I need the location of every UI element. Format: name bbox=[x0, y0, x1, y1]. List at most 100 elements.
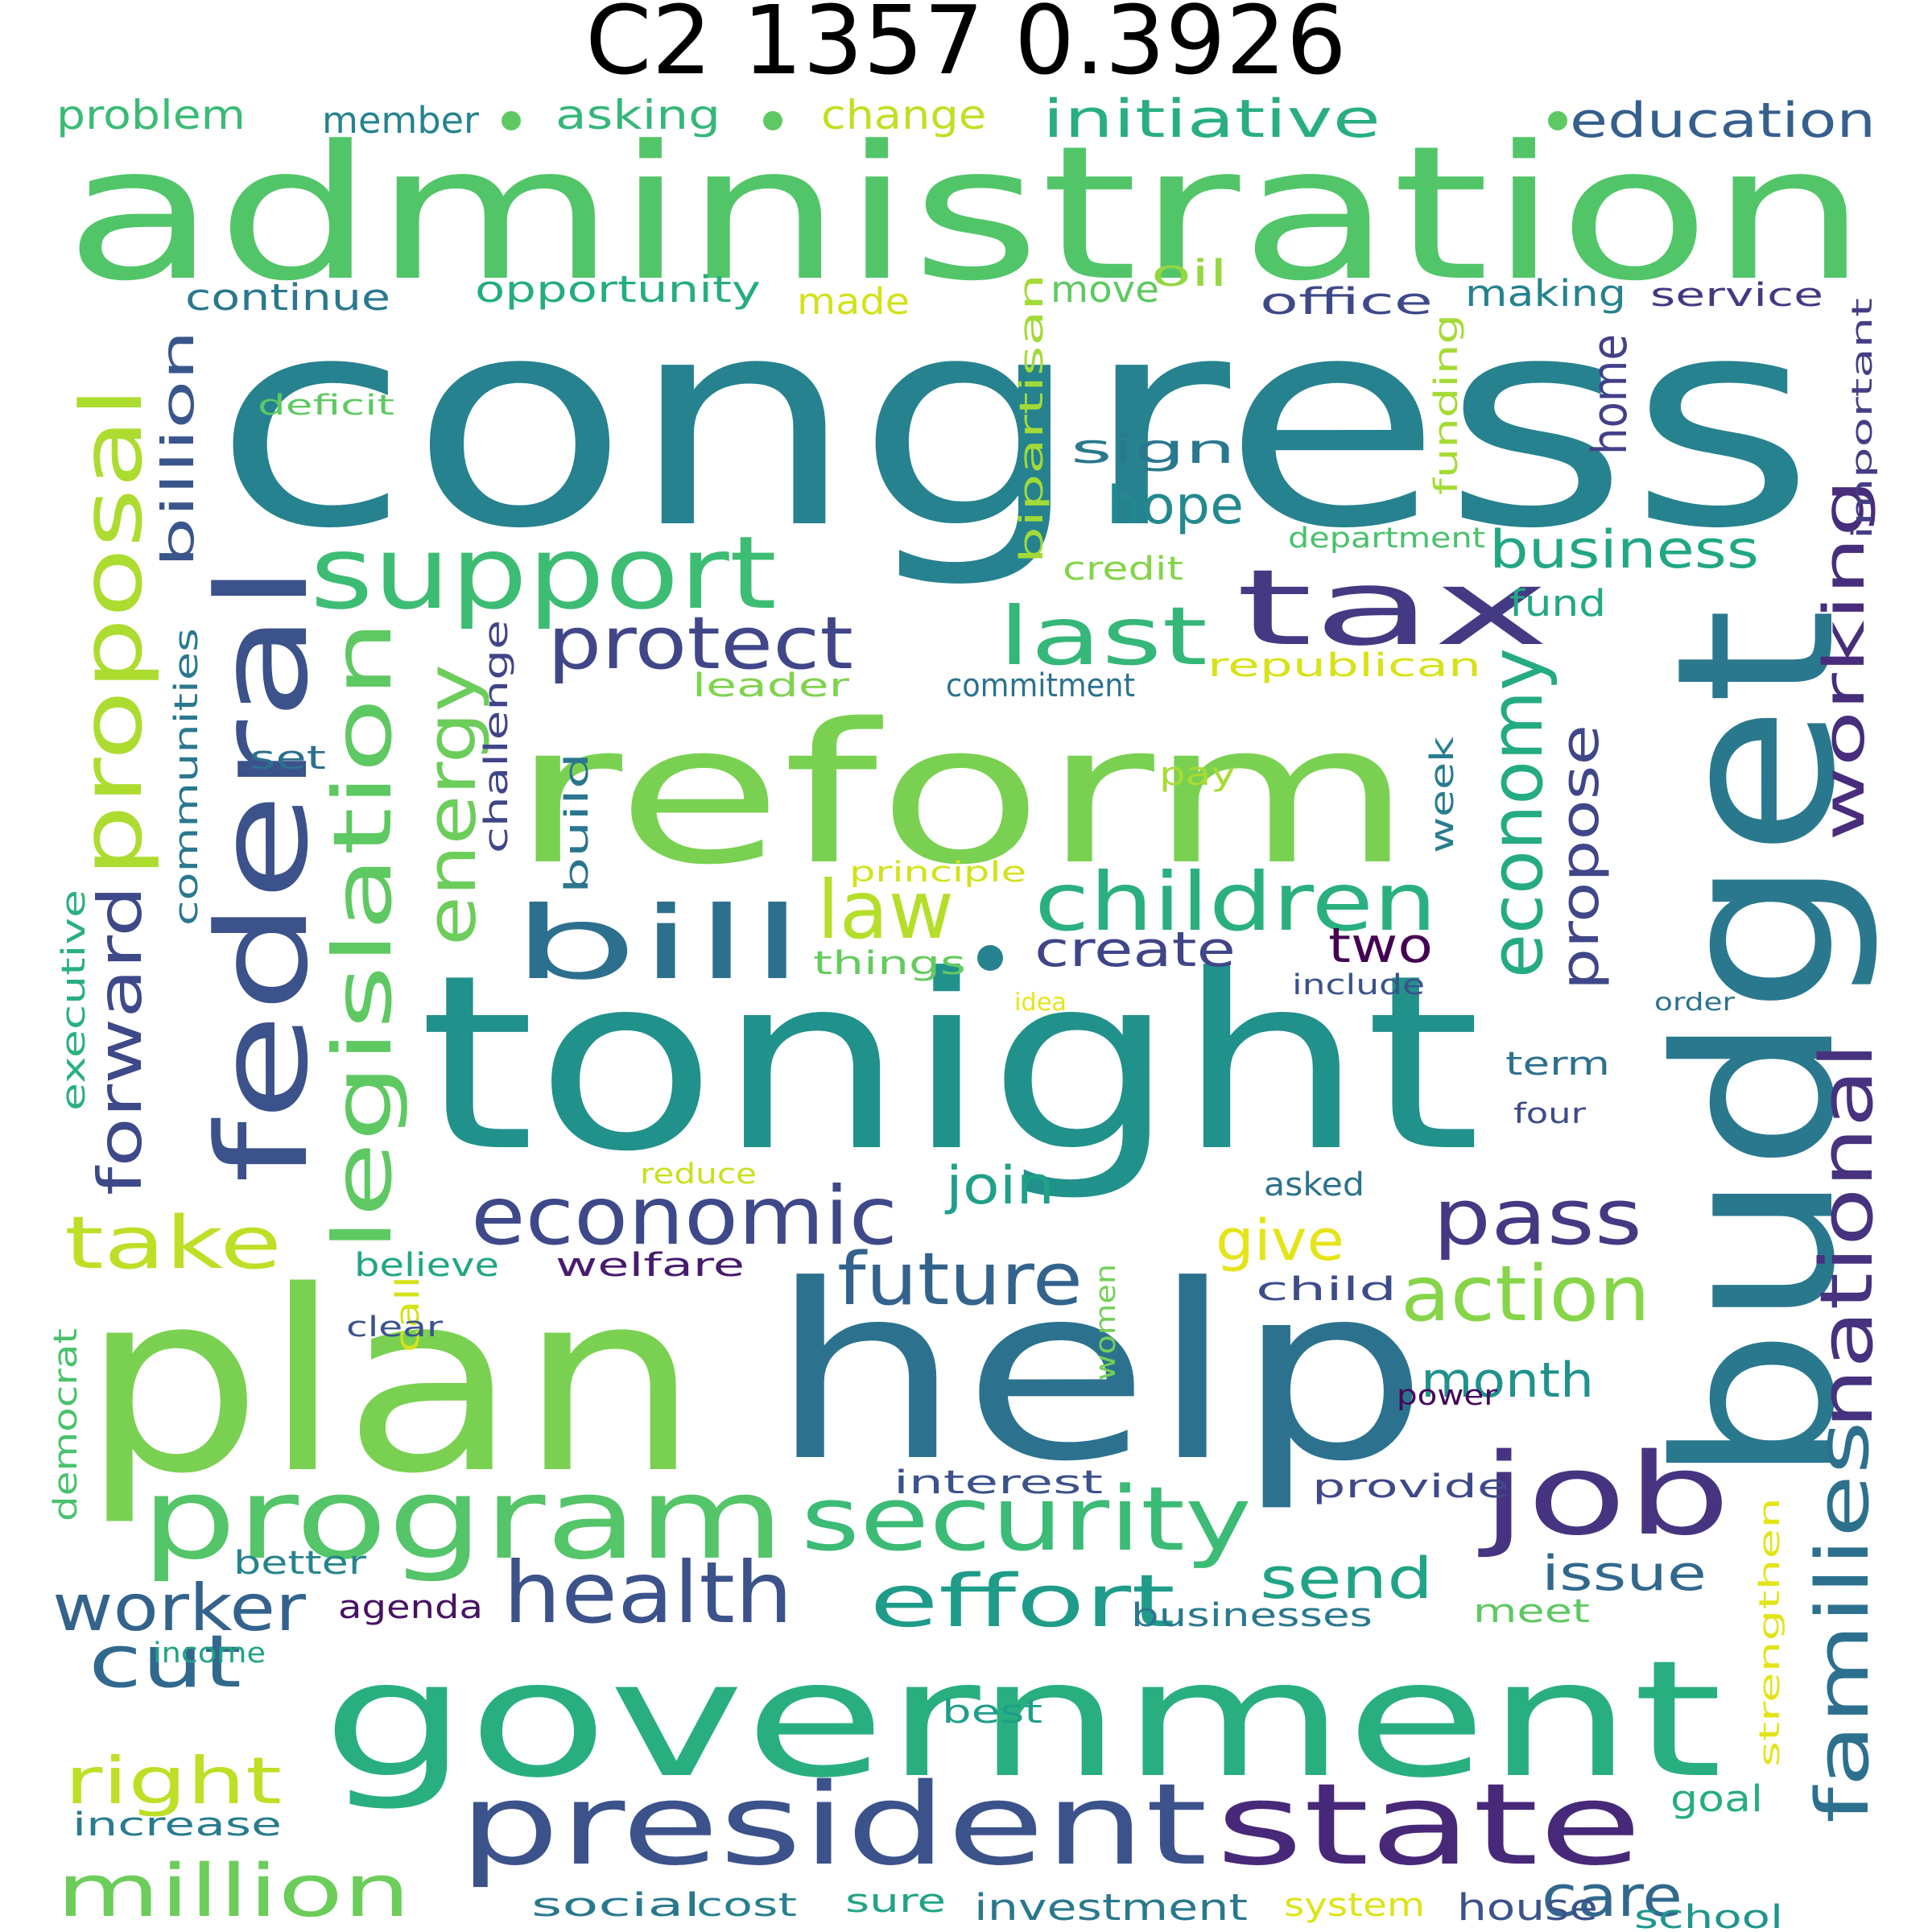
cloud-word-tonight: tonight bbox=[419, 923, 1481, 1204]
cloud-word-hope: hope bbox=[1107, 476, 1244, 536]
cloud-word-economy: economy bbox=[1475, 648, 1559, 978]
cloud-word-families: families bbox=[1801, 1421, 1885, 1823]
cloud-word-future: future bbox=[837, 1237, 1083, 1322]
cloud-word-asking: asking bbox=[555, 92, 720, 138]
cloud-word-republican: republican bbox=[1208, 647, 1481, 684]
cloud-word-meet: meet bbox=[1473, 1593, 1590, 1630]
cloud-word-legislation: legislation bbox=[316, 620, 410, 1252]
cloud-word-propose: propose bbox=[1550, 724, 1611, 990]
cloud-word-funding: funding bbox=[1428, 314, 1465, 495]
cloud-word-office: office bbox=[1260, 280, 1433, 323]
cloud-word-help: help bbox=[769, 1233, 1429, 1514]
cloud-word-term: term bbox=[1505, 1046, 1610, 1083]
cloud-word-state: state bbox=[1216, 1760, 1642, 1891]
cloud-word-communities: communities bbox=[168, 628, 205, 926]
cloud-word-set: set bbox=[250, 740, 326, 777]
cloud-word-important: important bbox=[1847, 298, 1879, 539]
cloud-word-send: send bbox=[1260, 1546, 1433, 1612]
cloud-word-made: made bbox=[797, 280, 910, 323]
cloud-word-take: take bbox=[64, 1201, 282, 1286]
cloud-word-continue: continue bbox=[185, 276, 390, 319]
cloud-word-leader: leader bbox=[692, 667, 850, 704]
cloud-word-week: week bbox=[1424, 736, 1461, 853]
cloud-word-plan: plan bbox=[80, 1238, 700, 1529]
cloud-word-idea: idea bbox=[1014, 989, 1067, 1017]
cloud-word-billion: billion bbox=[152, 330, 204, 568]
cloud-word-department: department bbox=[1288, 522, 1485, 555]
cloud-word-change: change bbox=[821, 92, 986, 138]
cloud-word-two: two bbox=[1328, 918, 1433, 974]
cloud-word-join: join bbox=[944, 1156, 1055, 1216]
cloud-word-national: national bbox=[1805, 1042, 1889, 1429]
cloud-word-energy: energy bbox=[412, 664, 492, 946]
cloud-word-worker: worker bbox=[52, 1571, 306, 1645]
cloud-word-credit: credit bbox=[1063, 551, 1183, 588]
cloud-word-give: give bbox=[1216, 1208, 1344, 1274]
cloud-word-problem: problem bbox=[56, 92, 246, 138]
cloud-word-children: children bbox=[1034, 855, 1437, 949]
cloud-word-cut: cut bbox=[89, 1620, 242, 1704]
cloud-word-bill: bill bbox=[511, 886, 805, 1002]
cloud-word-law: law bbox=[817, 863, 954, 957]
cloud-word-order: order bbox=[1654, 989, 1736, 1017]
cloud-word-include: include bbox=[1292, 969, 1425, 1001]
cloud-word-child: child bbox=[1256, 1271, 1397, 1308]
cloud-word-clear: clear bbox=[346, 1311, 444, 1344]
cloud-word-income: income bbox=[153, 1637, 266, 1670]
cloud-word-democrat: democrat bbox=[47, 1328, 85, 1521]
cloud-word-business: business bbox=[1489, 520, 1759, 580]
cloud-word-protect: protect bbox=[547, 601, 853, 686]
cloud-word-school: school bbox=[1634, 1899, 1783, 1932]
cloud-word-fund: fund bbox=[1509, 582, 1606, 625]
cloud-word-call: call bbox=[390, 1276, 427, 1352]
cloud-word-right: right bbox=[64, 1744, 282, 1818]
cloud-title: C2 1357 0.3926 bbox=[585, 0, 1347, 96]
dot-mark-3 bbox=[1548, 111, 1567, 130]
dot-mark-2 bbox=[763, 111, 782, 130]
cloud-word-budget: budget bbox=[1629, 608, 1883, 1485]
cloud-word-making: making bbox=[1465, 272, 1626, 315]
cloud-word-initiative: initiative bbox=[1042, 89, 1381, 150]
cloud-word-things: things bbox=[813, 945, 966, 982]
cloud-word-effort: effort bbox=[869, 1559, 1175, 1644]
cloud-word-power: power bbox=[1397, 1380, 1498, 1412]
cloud-word-job: job bbox=[1478, 1430, 1731, 1561]
cloud-word-best: best bbox=[942, 1694, 1042, 1731]
cloud-word-increase: increase bbox=[72, 1806, 282, 1843]
cloud-word-oil: oil bbox=[1151, 252, 1228, 295]
cloud-word-reduce: reduce bbox=[640, 1158, 757, 1191]
cloud-word-provide: provide bbox=[1312, 1468, 1509, 1505]
cloud-word-goal: goal bbox=[1670, 1777, 1763, 1820]
cloud-word-asked: asked bbox=[1264, 1166, 1364, 1203]
cloud-word-education: education bbox=[1570, 93, 1876, 149]
cloud-word-reform: reform bbox=[511, 682, 1413, 907]
cloud-word-care: care bbox=[1542, 1864, 1682, 1930]
dot-mark-4 bbox=[977, 945, 1003, 971]
cloud-word-bipartisan: bipartisan bbox=[1013, 274, 1051, 564]
cloud-word-working: working bbox=[1811, 479, 1877, 841]
cloud-word-last: last bbox=[998, 589, 1208, 683]
cloud-word-house: house bbox=[1457, 1886, 1598, 1929]
cloud-word-investment: investment bbox=[974, 1886, 1248, 1929]
cloud-word-government: government bbox=[322, 1626, 1723, 1814]
cloud-word-proposal: proposal bbox=[63, 386, 161, 877]
cloud-word-create: create bbox=[1034, 922, 1236, 978]
cloud-word-commitment: commitment bbox=[946, 667, 1135, 704]
cloud-word-interest: interest bbox=[894, 1464, 1103, 1501]
cloud-word-cost: cost bbox=[696, 1887, 797, 1924]
cloud-word-sign: sign bbox=[1071, 426, 1236, 473]
cloud-word-executive: executive bbox=[56, 890, 93, 1111]
cloud-word-businesses: businesses bbox=[1131, 1597, 1373, 1634]
cloud-word-program: program bbox=[141, 1454, 785, 1585]
cloud-word-agenda: agenda bbox=[338, 1589, 483, 1626]
cloud-word-forward: forward bbox=[85, 886, 155, 1195]
cloud-word-congress: congress bbox=[213, 254, 1815, 592]
dot-mark-1 bbox=[502, 111, 521, 130]
cloud-word-believe: believe bbox=[354, 1247, 499, 1284]
cloud-word-month: month bbox=[1421, 1352, 1594, 1409]
cloud-word-home: home bbox=[1582, 334, 1638, 455]
cloud-word-build: build bbox=[559, 753, 596, 894]
cloud-word-challenge: challenge bbox=[478, 620, 515, 853]
